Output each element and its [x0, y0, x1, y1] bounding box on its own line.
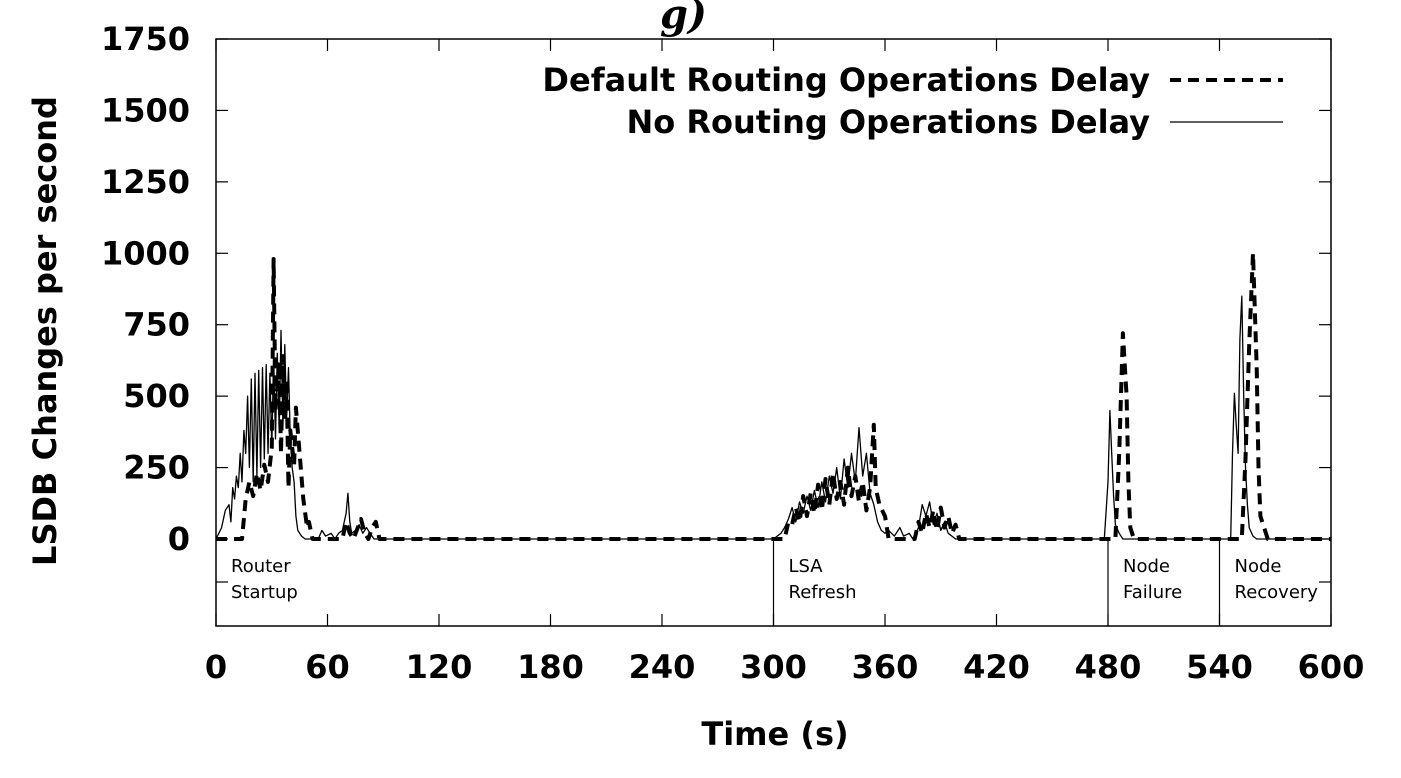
y-tick-label: 0: [168, 520, 190, 558]
y-tick-label: 1500: [101, 91, 190, 129]
x-tick-label: 360: [852, 648, 919, 686]
x-tick-label: 600: [1298, 648, 1365, 686]
phase-annotations: Router Startup LSA Refresh Node Failure Node Re…: [231, 539, 1318, 626]
x-tick-label: 540: [1186, 648, 1253, 686]
partial-title-fragment: g): [660, 0, 707, 38]
x-tick-label: 120: [406, 648, 473, 686]
phase-label-line1: Router: [231, 556, 291, 577]
phase-label-line1: LSA: [789, 556, 824, 577]
phase-label-line2: Startup: [231, 582, 298, 603]
x-tick-label: 0: [205, 648, 227, 686]
legend-label: No Routing Operations Delay: [626, 103, 1150, 141]
x-tick-label: 420: [963, 648, 1030, 686]
x-tick-label: 180: [517, 648, 584, 686]
y-axis: 0 250 500 750 1000 1250 1500 1750: [101, 20, 1331, 583]
x-tick-label: 480: [1075, 648, 1142, 686]
y-tick-label: 1000: [101, 234, 190, 272]
y-axis-title: LSDB Changes per second: [26, 96, 64, 566]
y-tick-label: 500: [123, 377, 190, 415]
x-tick-label: 300: [740, 648, 807, 686]
y-tick-label: 1250: [101, 163, 190, 201]
x-tick-label: 60: [305, 648, 350, 686]
series-lines: [215, 251, 1331, 541]
x-axis-title: Time (s): [701, 715, 848, 753]
phase-label-line2: Recovery: [1235, 582, 1319, 603]
phase-label-line1: Node: [1123, 556, 1170, 577]
x-axis: 0 60 120 180 240 300 360 420 480 540 600: [205, 39, 1365, 686]
phase-label-line2: Refresh: [789, 582, 857, 603]
legend-label: Default Routing Operations Delay: [542, 61, 1150, 99]
y-tick-label: 750: [123, 306, 190, 344]
x-tick-label: 240: [629, 648, 696, 686]
series-line-no-delay: [215, 295, 1331, 540]
series-line-default-delay: [216, 251, 1331, 541]
phase-label-line1: Node: [1235, 556, 1282, 577]
legend: Default Routing Operations Delay No Routi…: [542, 61, 1283, 141]
phase-label-line2: Failure: [1123, 582, 1182, 603]
y-tick-label: 1750: [101, 20, 190, 58]
y-tick-label: 250: [123, 449, 190, 487]
